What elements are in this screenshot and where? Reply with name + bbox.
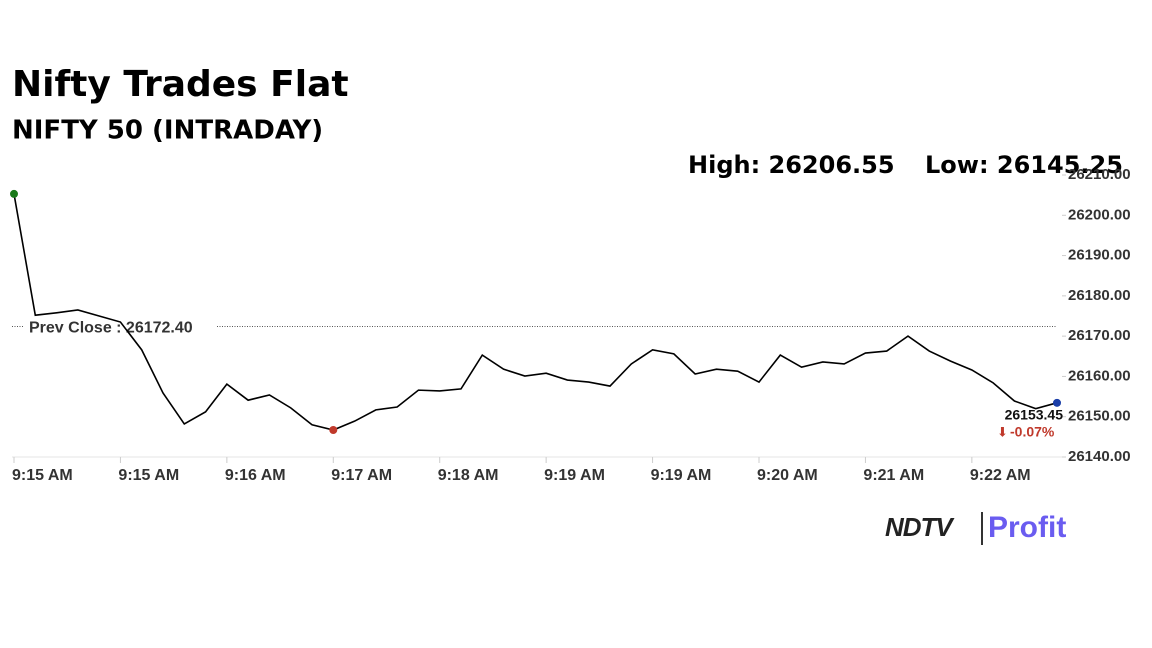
prev-close-label: Prev Close : 26172.40 xyxy=(29,320,193,337)
x-tick-label: 9:21 AM xyxy=(863,467,924,484)
down-arrow: ⬇ xyxy=(997,424,1008,439)
y-tick-label: 26180.00 xyxy=(1068,287,1131,304)
low-label: Low: 26145.25 xyxy=(925,151,1123,179)
y-tick-label: 26190.00 xyxy=(1068,247,1131,264)
x-tick-label: 9:17 AM xyxy=(331,467,392,484)
y-tick-label: 26170.00 xyxy=(1068,327,1131,344)
x-tick-label: 9:20 AM xyxy=(757,467,818,484)
low-point xyxy=(329,426,338,435)
prev-close-bg xyxy=(24,316,216,337)
y-tick-label: 26160.00 xyxy=(1068,367,1131,384)
x-tick-label: 9:18 AM xyxy=(438,467,499,484)
x-tick-label: 9:22 AM xyxy=(970,467,1031,484)
chart-title: Nifty Trades Flat xyxy=(12,64,349,105)
open-point xyxy=(10,189,18,198)
y-tick-label: 26140.00 xyxy=(1068,448,1131,465)
logo-product: Profit xyxy=(988,511,1066,544)
change-label: -0.07% xyxy=(1010,424,1055,440)
price-line xyxy=(13,193,1058,431)
y-tick-label: 26150.00 xyxy=(1068,408,1131,425)
logo-brand: NDTV xyxy=(885,512,955,542)
chart-subtitle: NIFTY 50 (INTRADAY) xyxy=(12,116,323,146)
x-tick-label: 9:19 AM xyxy=(544,467,605,484)
x-tick-label: 9:19 AM xyxy=(651,467,712,484)
y-tick-label: 26200.00 xyxy=(1068,206,1131,223)
y-tick-label: 26210.00 xyxy=(1068,166,1131,183)
last-value-label: 26153.45 xyxy=(1005,407,1064,423)
x-tick-label: 9:16 AM xyxy=(225,467,286,484)
high-label: High: 26206.55 xyxy=(688,151,895,179)
x-tick-label: 9:15 AM xyxy=(118,467,179,484)
last-point xyxy=(1053,398,1061,407)
x-tick-label: 9:15 AM xyxy=(12,467,73,484)
